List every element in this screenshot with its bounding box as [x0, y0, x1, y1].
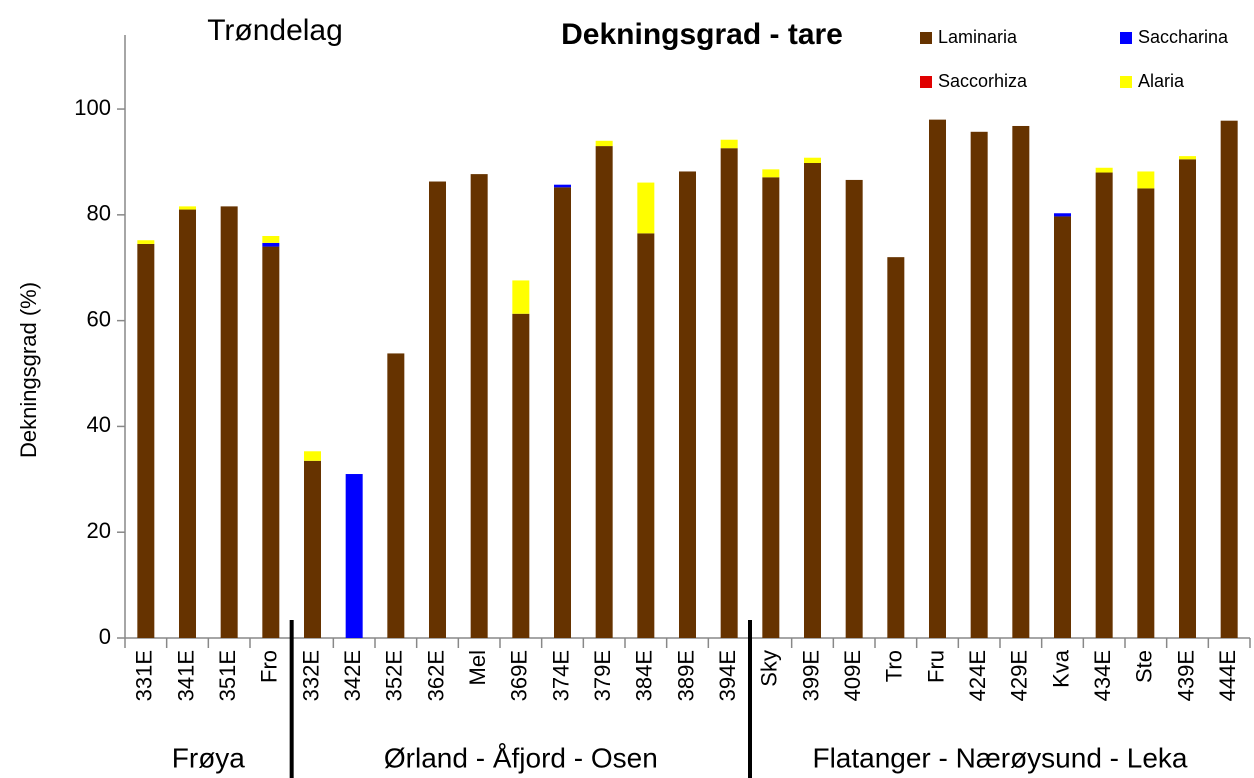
bar-segment: [1220, 120, 1238, 639]
y-tick-label: 100: [74, 95, 111, 120]
x-tick-label: Fru: [923, 650, 948, 683]
bar-segment: [804, 157, 821, 164]
x-tick-label: 384E: [632, 650, 657, 701]
y-tick-label: 80: [87, 201, 111, 226]
x-tick-label: 434E: [1090, 650, 1115, 701]
legend-swatch: [920, 76, 932, 88]
x-tick-label: 399E: [798, 650, 823, 701]
x-tick-label: 424E: [965, 650, 990, 701]
bar-segment: [262, 236, 280, 243]
x-tick-label: 351E: [215, 650, 240, 701]
legend-label: Saccorhiza: [938, 71, 1028, 91]
bar-segment: [554, 184, 571, 188]
bar-segment: [220, 206, 238, 638]
group-label: Frøya: [172, 742, 246, 773]
x-tick-label: 341E: [173, 650, 198, 701]
x-tick-label: Kva: [1048, 649, 1073, 688]
legend-label: Alaria: [1138, 71, 1185, 91]
bar-segment: [137, 240, 155, 244]
x-tick-label: 389E: [673, 650, 698, 701]
y-tick-label: 0: [99, 624, 111, 649]
group-label: Ørland - Åfjord - Osen: [384, 742, 658, 773]
bar-segment: [637, 182, 655, 234]
bar-segment: [1012, 125, 1030, 639]
x-tick-label: Tro: [882, 650, 907, 682]
x-tick-label: 439E: [1173, 650, 1198, 701]
legend-swatch: [920, 32, 932, 44]
legend-swatch: [1120, 76, 1132, 88]
x-tick-label: Ste: [1132, 650, 1157, 683]
bar-segment: [804, 163, 821, 639]
bar-segment: [512, 280, 530, 314]
bar-segment: [1095, 167, 1113, 173]
bar-segment: [137, 243, 155, 638]
x-tick-label: 444E: [1215, 650, 1240, 701]
bar-segment: [304, 460, 321, 638]
y-tick-label: 60: [87, 306, 111, 331]
legend-label: Laminaria: [938, 27, 1018, 47]
x-tick-label: Mel: [465, 650, 490, 685]
bar-segment: [1054, 216, 1071, 638]
bar-segment: [762, 169, 780, 178]
bar-segment: [304, 451, 321, 461]
x-tick-label: 409E: [840, 650, 865, 701]
chart-subtitle: Trøndelag: [207, 14, 343, 47]
x-tick-label: 379E: [590, 650, 615, 701]
bar-segment: [262, 242, 280, 247]
bar-segment: [595, 140, 613, 147]
y-axis-label: Dekningsgrad (%): [16, 282, 41, 458]
bar-segment: [845, 179, 863, 638]
bar-segment: [345, 474, 363, 638]
bar-segment: [762, 177, 780, 638]
bar-segment: [554, 187, 571, 638]
bar-segment: [720, 148, 738, 638]
bar-segment: [1179, 159, 1196, 639]
bar-segment: [887, 257, 905, 638]
bar-segment: [262, 246, 280, 638]
bar-segment: [1054, 213, 1071, 217]
x-tick-label: 429E: [1007, 650, 1032, 701]
legend-swatch: [1120, 32, 1132, 44]
bar-segment: [1095, 172, 1113, 639]
x-tick-label: 352E: [382, 650, 407, 701]
bar-segment: [179, 209, 196, 639]
x-tick-label: Fro: [257, 650, 282, 683]
bar-segment: [970, 131, 988, 638]
x-tick-label: 331E: [132, 650, 157, 701]
bar-segment: [720, 139, 738, 149]
bar-segment: [512, 313, 530, 638]
bar-segment: [470, 174, 488, 638]
bar-segment: [1179, 156, 1196, 160]
x-tick-label: 362E: [423, 650, 448, 701]
legend-label: Saccharina: [1138, 27, 1229, 47]
group-label: Flatanger - Nærøysund - Leka: [812, 742, 1187, 773]
bar-segment: [387, 353, 405, 638]
bar-segment: [179, 206, 196, 210]
bar-segment: [637, 233, 655, 638]
bar-segment: [1137, 171, 1155, 189]
x-tick-label: Sky: [757, 650, 782, 687]
x-tick-label: 342E: [340, 650, 365, 701]
x-tick-label: 394E: [715, 650, 740, 701]
y-tick-label: 20: [87, 518, 111, 543]
x-tick-label: 369E: [507, 650, 532, 701]
bar-segment: [679, 171, 696, 638]
chart-title: Dekningsgrad - tare: [561, 18, 843, 51]
bar-segment: [595, 146, 613, 638]
x-tick-label: 374E: [548, 650, 573, 701]
bar-segment: [429, 181, 446, 638]
bar-segment: [1137, 188, 1155, 639]
x-tick-label: 332E: [298, 650, 323, 701]
y-tick-label: 40: [87, 412, 111, 437]
bar-segment: [929, 119, 946, 638]
